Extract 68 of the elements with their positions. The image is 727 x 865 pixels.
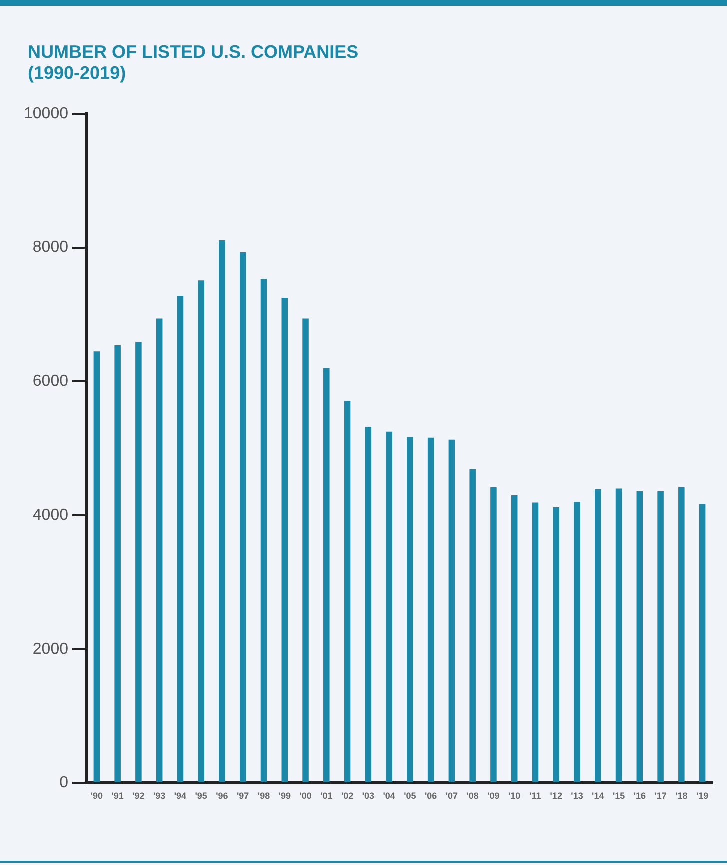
bar xyxy=(678,487,685,782)
bar xyxy=(428,438,434,782)
x-tick-label: '11 xyxy=(530,791,542,802)
x-tick-label: '04 xyxy=(383,791,396,802)
bar xyxy=(448,440,456,782)
bar xyxy=(156,318,163,782)
bar xyxy=(699,504,706,782)
bar xyxy=(282,298,288,782)
bar xyxy=(324,368,330,782)
bar xyxy=(407,437,414,782)
y-tick-label: 4000 xyxy=(32,506,69,524)
x-tick-label: '99 xyxy=(278,791,291,802)
y-tick-label: 6000 xyxy=(32,373,69,390)
bar xyxy=(595,489,602,782)
x-tick-label: '93 xyxy=(154,791,166,802)
x-tick-label: '97 xyxy=(237,791,250,802)
bar xyxy=(386,432,392,782)
x-tick-label: '18 xyxy=(676,791,688,802)
x-tick-label: '91 xyxy=(112,791,124,802)
x-tick-label: '09 xyxy=(488,791,500,802)
x-tick-label: '00 xyxy=(300,791,312,802)
x-tick-label: '90 xyxy=(90,791,104,802)
x-tick-label: '14 xyxy=(592,791,604,802)
y-tick-label: 10000 xyxy=(24,105,69,122)
y-tick-label: 2000 xyxy=(32,640,69,658)
bar xyxy=(240,252,246,782)
x-tick-label: '13 xyxy=(571,791,584,802)
x-tick-label: '98 xyxy=(258,791,270,802)
x-tick-label: '01 xyxy=(320,791,333,802)
bar xyxy=(198,280,204,782)
bar xyxy=(219,240,226,782)
x-tick-label: '08 xyxy=(466,791,479,802)
bar xyxy=(511,495,518,782)
y-tick-label: 0 xyxy=(60,774,69,792)
x-tick-label: '92 xyxy=(132,791,145,802)
x-tick-label: '06 xyxy=(424,791,438,802)
bar xyxy=(636,491,644,782)
x-tick-label: '15 xyxy=(612,791,626,802)
y-tick-label: 8000 xyxy=(32,239,69,256)
chart-title: NUMBER OF LISTED U.S. COMPANIES xyxy=(28,42,359,63)
bar xyxy=(532,502,539,782)
x-tick-label: '05 xyxy=(404,791,416,802)
x-tick-label: '16 xyxy=(634,791,646,802)
bar xyxy=(114,346,121,782)
bar xyxy=(136,342,142,782)
bar xyxy=(260,279,268,782)
x-tick-label: '12 xyxy=(550,791,562,802)
x-tick-label: '19 xyxy=(696,791,709,802)
x-tick-label: '07 xyxy=(446,791,458,802)
bar xyxy=(658,491,664,782)
x-tick-label: '96 xyxy=(216,791,228,802)
x-tick-label: '02 xyxy=(341,791,354,802)
x-tick-label: '94 xyxy=(174,791,187,802)
bar xyxy=(490,487,497,782)
bar xyxy=(344,401,351,782)
bar xyxy=(94,352,100,782)
bar xyxy=(574,502,580,782)
x-tick-label: '10 xyxy=(508,791,521,802)
bar xyxy=(470,469,476,782)
x-tick-label: '17 xyxy=(654,791,667,802)
bar xyxy=(365,427,372,782)
bar xyxy=(616,488,622,782)
bar xyxy=(177,296,184,782)
bar xyxy=(553,507,560,782)
x-tick-label: '03 xyxy=(362,791,374,802)
x-tick-label: '95 xyxy=(195,791,208,802)
chart-subtitle: (1990-2019) xyxy=(28,63,126,84)
bar xyxy=(302,318,309,782)
